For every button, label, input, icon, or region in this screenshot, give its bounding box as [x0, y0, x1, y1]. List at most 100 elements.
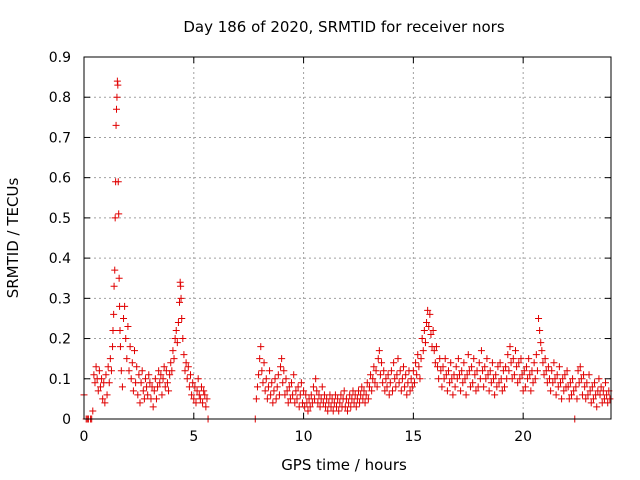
- data-point: [418, 335, 426, 343]
- data-point: [455, 371, 463, 379]
- y-tick-label: 0.1: [49, 372, 71, 388]
- data-point: [171, 335, 179, 343]
- data-point: [449, 391, 457, 399]
- data-point: [103, 391, 111, 399]
- data-point: [178, 314, 186, 322]
- data-point: [262, 375, 270, 383]
- y-tick-label: 0: [62, 412, 71, 428]
- data-point: [393, 371, 401, 379]
- data-point: [277, 363, 285, 371]
- data-point: [517, 355, 525, 363]
- data-point: [485, 387, 493, 395]
- data-point: [583, 379, 591, 387]
- data-point: [406, 387, 414, 395]
- data-point: [370, 363, 378, 371]
- data-point: [360, 387, 368, 395]
- data-point: [412, 359, 420, 367]
- data-point: [102, 371, 110, 379]
- data-point: [193, 387, 201, 395]
- data-point: [530, 359, 538, 367]
- data-point: [309, 383, 317, 391]
- data-point: [458, 367, 466, 375]
- data-point: [131, 347, 139, 355]
- data-point: [513, 363, 521, 371]
- data-point: [532, 351, 540, 359]
- data-point: [90, 371, 98, 379]
- data-point: [604, 399, 612, 407]
- data-point: [386, 379, 394, 387]
- data-point: [263, 395, 271, 403]
- data-point: [306, 403, 314, 411]
- data-point: [502, 363, 510, 371]
- data-point: [374, 355, 382, 363]
- data-point: [488, 359, 496, 367]
- data-point: [107, 367, 115, 375]
- data-point: [89, 407, 97, 415]
- data-point: [514, 379, 522, 387]
- data-point: [538, 347, 546, 355]
- data-point: [129, 387, 137, 395]
- data-point: [125, 367, 133, 375]
- data-point: [358, 383, 366, 391]
- data-point: [261, 387, 269, 395]
- data-point: [440, 375, 448, 383]
- data-point: [202, 403, 210, 411]
- data-point: [481, 363, 489, 371]
- data-point: [280, 367, 288, 375]
- axis-ticks: 0 0.1 0.2 0.3 0.4 0.5 0.6 0.7 0.8 0.9 0 5 10 15 20: [49, 50, 611, 445]
- data-point: [127, 375, 135, 383]
- data-point: [101, 399, 109, 407]
- data-point: [510, 371, 518, 379]
- data-point: [253, 383, 261, 391]
- data-point: [114, 81, 122, 89]
- data-point: [160, 363, 168, 371]
- y-tick-label: 0.9: [49, 50, 71, 66]
- data-point: [501, 383, 509, 391]
- data-point: [203, 395, 211, 403]
- data-point: [426, 310, 434, 318]
- data-point: [200, 387, 208, 395]
- data-point: [312, 375, 320, 383]
- data-point: [255, 371, 263, 379]
- data-point: [472, 387, 480, 395]
- data-point: [541, 355, 549, 363]
- data-point: [376, 371, 384, 379]
- data-point: [180, 351, 188, 359]
- data-point: [98, 375, 106, 383]
- data-point: [256, 355, 264, 363]
- data-point: [140, 395, 148, 403]
- data-point: [106, 355, 114, 363]
- data-point: [352, 403, 360, 411]
- data-point: [465, 367, 473, 375]
- data-point: [535, 314, 543, 322]
- data-point: [404, 379, 412, 387]
- data-point: [425, 322, 433, 330]
- data-point: [466, 383, 474, 391]
- data-point: [289, 391, 297, 399]
- data-point: [381, 387, 389, 395]
- data-point: [549, 379, 557, 387]
- data-point: [290, 371, 298, 379]
- data-point: [395, 379, 403, 387]
- data-point: [269, 399, 277, 407]
- data-point: [606, 395, 614, 403]
- data-point: [111, 214, 119, 222]
- data-point: [152, 395, 160, 403]
- data-point: [469, 379, 477, 387]
- data-point: [283, 387, 291, 395]
- data-point: [111, 266, 119, 274]
- data-point: [558, 395, 566, 403]
- data-point: [156, 379, 164, 387]
- data-point: [373, 383, 381, 391]
- data-point: [272, 395, 280, 403]
- data-point: [462, 391, 470, 399]
- data-point: [559, 375, 567, 383]
- data-point: [548, 367, 556, 375]
- data-point: [552, 391, 560, 399]
- data-point: [161, 383, 169, 391]
- data-point: [477, 347, 485, 355]
- data-point: [146, 379, 154, 387]
- data-point: [271, 375, 279, 383]
- data-point: [383, 383, 391, 391]
- y-tick-label: 0.3: [49, 291, 71, 307]
